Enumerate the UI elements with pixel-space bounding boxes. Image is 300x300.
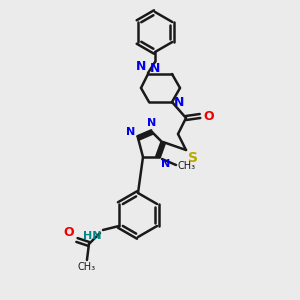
- Text: N: N: [161, 159, 170, 169]
- Text: CH₃: CH₃: [177, 161, 195, 171]
- Text: N: N: [174, 95, 184, 109]
- Text: HN: HN: [83, 231, 102, 241]
- Text: N: N: [136, 60, 146, 73]
- Text: N: N: [126, 127, 135, 137]
- Text: CH₃: CH₃: [78, 262, 96, 272]
- Text: O: O: [203, 110, 214, 122]
- Text: N: N: [147, 118, 157, 128]
- Text: S: S: [188, 151, 198, 165]
- Text: O: O: [63, 226, 74, 239]
- Text: N: N: [150, 62, 160, 75]
